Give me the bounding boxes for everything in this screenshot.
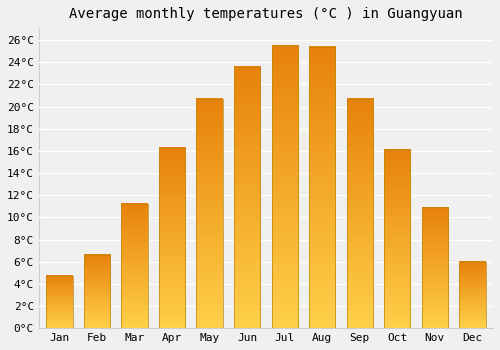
Bar <box>422 208 448 328</box>
Bar <box>196 99 223 328</box>
Bar <box>46 276 72 328</box>
Bar <box>84 255 110 328</box>
Bar <box>309 47 336 328</box>
Bar <box>384 150 410 328</box>
Bar <box>159 148 185 328</box>
Title: Average monthly temperatures (°C ) in Guangyuan: Average monthly temperatures (°C ) in Gu… <box>69 7 462 21</box>
Bar <box>272 46 298 328</box>
Bar <box>460 262 485 328</box>
Bar <box>346 99 373 328</box>
Bar <box>122 204 148 328</box>
Bar <box>234 67 260 328</box>
